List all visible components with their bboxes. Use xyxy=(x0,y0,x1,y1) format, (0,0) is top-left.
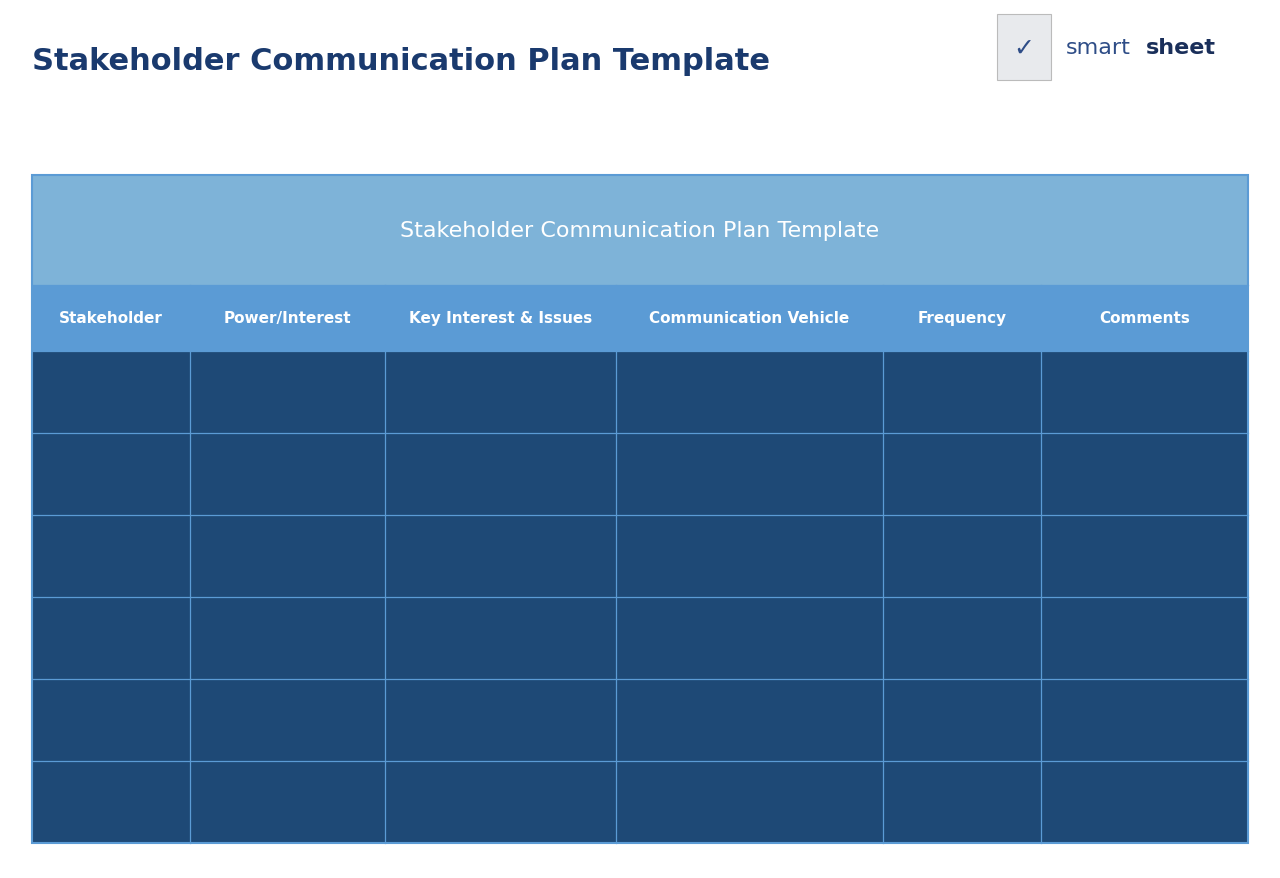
Bar xyxy=(32,515,1248,597)
Text: Power/Interest: Power/Interest xyxy=(224,311,351,326)
Text: Frequency: Frequency xyxy=(918,311,1007,326)
Bar xyxy=(32,433,1248,515)
Text: sheet: sheet xyxy=(1146,39,1216,58)
FancyBboxPatch shape xyxy=(997,16,1051,82)
Text: Communication Vehicle: Communication Vehicle xyxy=(649,311,850,326)
Text: Key Interest & Issues: Key Interest & Issues xyxy=(408,311,591,326)
Bar xyxy=(32,597,1248,679)
Text: smart: smart xyxy=(1066,39,1132,58)
Text: Stakeholder Communication Plan Template: Stakeholder Communication Plan Template xyxy=(32,47,771,76)
Text: ✓: ✓ xyxy=(1014,36,1034,61)
Bar xyxy=(32,176,1248,285)
Text: Stakeholder Communication Plan Template: Stakeholder Communication Plan Template xyxy=(401,220,879,241)
Text: Stakeholder: Stakeholder xyxy=(59,311,163,326)
Bar xyxy=(32,285,1248,351)
Bar xyxy=(32,761,1248,843)
Text: Comments: Comments xyxy=(1100,311,1190,326)
Bar xyxy=(32,176,1248,843)
Bar xyxy=(32,679,1248,761)
Bar xyxy=(32,351,1248,433)
